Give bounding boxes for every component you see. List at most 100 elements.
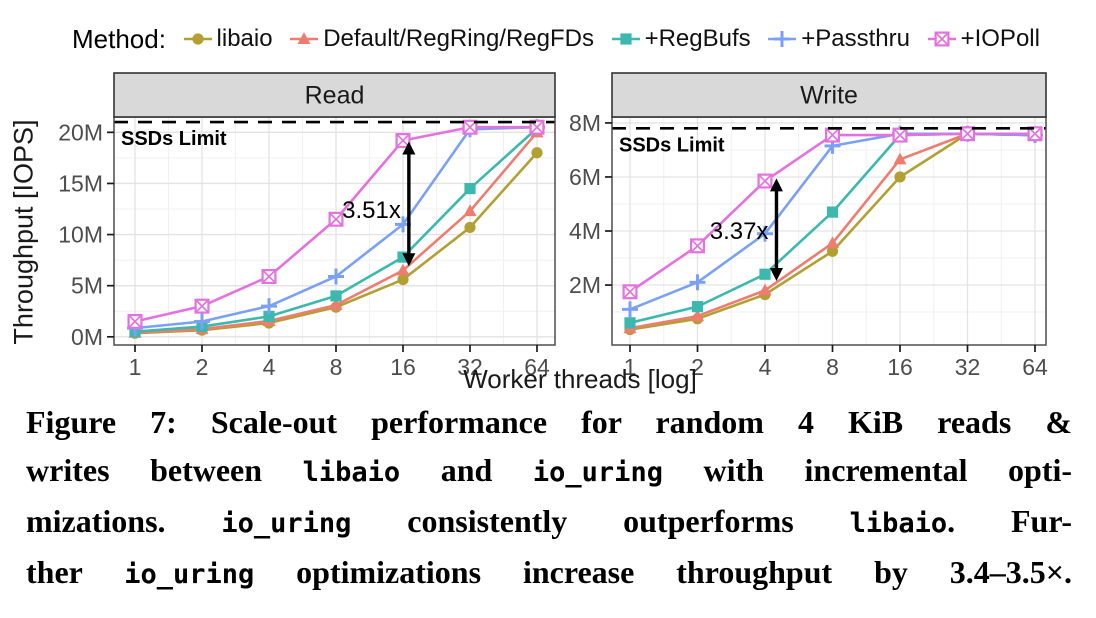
boxed-x-marker-icon (127, 313, 143, 329)
y-axis-title: Throughput [IOPS] (8, 119, 39, 345)
caption-text: with incremental opti- (662, 452, 1073, 488)
x-tick-label: 1 (624, 354, 637, 380)
caption-text: optimizations increase throughput by 3.4… (254, 554, 1073, 590)
triangle-marker-icon (463, 204, 477, 217)
x-tick-label: 64 (1022, 354, 1048, 380)
x-tick-label: 64 (524, 354, 550, 380)
figure-caption: Figure 7: Scale-out performance for rand… (26, 398, 1072, 599)
circle-marker-icon (894, 171, 906, 183)
facet-strip (611, 72, 1047, 118)
legend-item-default-regring-regfds: Default/RegRing/RegFDs (288, 25, 594, 53)
square-marker-icon (263, 310, 275, 322)
boxed-x-marker-icon (825, 127, 841, 143)
boxed-x-marker-icon (690, 238, 706, 254)
triangle-marker-icon (893, 152, 907, 165)
square-marker-icon (759, 268, 771, 280)
plus-marker-icon (689, 274, 706, 291)
ssd-limit-label: SSDs Limit (619, 134, 725, 156)
x-tick-label: 2 (196, 354, 209, 380)
legend-item-label: libaio (216, 25, 273, 52)
y-tick-label: 20M (58, 119, 103, 145)
caption-text: and (400, 452, 533, 488)
x-tick-label: 4 (263, 354, 276, 380)
legend-item--passthru: +Passthru (766, 25, 910, 53)
legend-item-libaio: libaio (182, 25, 273, 53)
x-tick-label: 8 (330, 354, 343, 380)
square-marker-icon (624, 317, 636, 329)
series--iopoll (622, 126, 1043, 300)
legend-item-label: +Passthru (801, 25, 910, 52)
plus-legend-icon (768, 31, 797, 47)
x-tick-label: 16 (887, 354, 913, 380)
y-tick-label: 2M (569, 272, 601, 298)
boxed-x-marker-icon (328, 211, 344, 227)
caption-text: ther (26, 554, 125, 590)
circle-marker-icon (397, 273, 409, 286)
chart-panel-read: SSDs Limit 3.51x 1 2 4 8 16 32 64 0M 5M 10M 15M 20M Re… (58, 72, 556, 380)
code-term: io_uring (532, 457, 663, 488)
x-tick-label: 8 (826, 354, 839, 380)
legend-title: Method: (72, 23, 166, 54)
x-axis-title: Worker threads [log] (463, 364, 697, 394)
speedup-annotation: 3.51x (342, 141, 416, 267)
code-term: libaio (849, 508, 948, 539)
facet-strip-title: Write (800, 82, 858, 110)
circle-marker-icon (464, 221, 476, 234)
caption-text: Figure 7: Scale-out performance for rand… (26, 404, 1072, 440)
series--iopoll (127, 119, 545, 329)
legend-item-label: Default/RegRing/RegFDs (323, 25, 594, 52)
legend-item--iopoll: +IOPoll (926, 25, 1040, 53)
x-tick-label: 32 (457, 354, 483, 380)
x-tick-label: 1 (129, 354, 142, 380)
boxed-x-marker-icon (934, 31, 950, 47)
circle-marker-icon (531, 147, 543, 159)
speedup-label: 3.37x (710, 218, 769, 245)
x-tick-label: 2 (691, 354, 704, 380)
plus-marker-icon (774, 31, 791, 47)
caption-text: writes between (26, 452, 303, 488)
legend: Method: libaio Default/RegRing/RegFDs +Reg… (72, 20, 1040, 58)
square-marker-icon (464, 182, 476, 195)
caption-line: ther io_uring optimizations increase thr… (26, 548, 1072, 599)
facet-strip (113, 72, 556, 118)
caption-text: consistently outperforms (351, 503, 850, 539)
y-tick-label: 15M (58, 170, 103, 196)
triangle-marker-icon (396, 263, 410, 276)
caption-text: mizations. (26, 503, 222, 539)
square-marker-icon (826, 206, 839, 218)
legend-item-label: +IOPoll (960, 25, 1040, 52)
chart-panel-write: SSDs Limit 3.37x 1 2 4 8 16 32 64 2M 4M 6M 8M Write (569, 72, 1048, 380)
boxed-x-legend-icon (927, 31, 956, 47)
x-tick-label: 4 (759, 354, 772, 380)
circle-legend-icon (183, 33, 212, 45)
ssd-limit-label: SSDs Limit (121, 128, 227, 150)
circle-marker-icon (191, 33, 204, 45)
code-term: io_uring (221, 508, 352, 539)
x-tick-label: 32 (955, 354, 981, 380)
boxed-x-marker-icon (194, 298, 210, 314)
x-tick-label: 16 (390, 354, 416, 380)
y-tick-label: 6M (569, 164, 601, 190)
legend-item--regbufs: +RegBufs (610, 25, 751, 53)
y-tick-label: 8M (569, 110, 601, 136)
y-tick-label: 4M (569, 218, 601, 244)
square-marker-icon (397, 251, 409, 263)
axis-ticks: 1 2 4 8 16 32 64 0M 5M 10M 15M 20M (58, 119, 550, 380)
boxed-x-marker-icon (1027, 126, 1043, 142)
legend-item-label: +RegBufs (644, 25, 751, 52)
boxed-x-marker-icon (757, 173, 773, 189)
speedup-annotation: 3.37x (710, 178, 783, 281)
square-marker-icon (330, 290, 342, 302)
code-term: io_uring (124, 559, 255, 590)
circle-marker-icon (826, 245, 839, 257)
triangle-marker-icon (826, 236, 839, 249)
triangle-marker-icon (329, 298, 343, 311)
caption-line: mizations. io_uring consistently outperf… (26, 497, 1072, 548)
caption-text: . Fur- (947, 503, 1072, 539)
square-marker-icon (619, 33, 632, 45)
boxed-x-marker-icon (892, 127, 908, 143)
triangle-marker-icon (691, 309, 704, 322)
boxed-x-marker-icon (622, 284, 638, 300)
plus-marker-icon (194, 313, 210, 330)
facet-strip-title: Read (305, 82, 365, 110)
